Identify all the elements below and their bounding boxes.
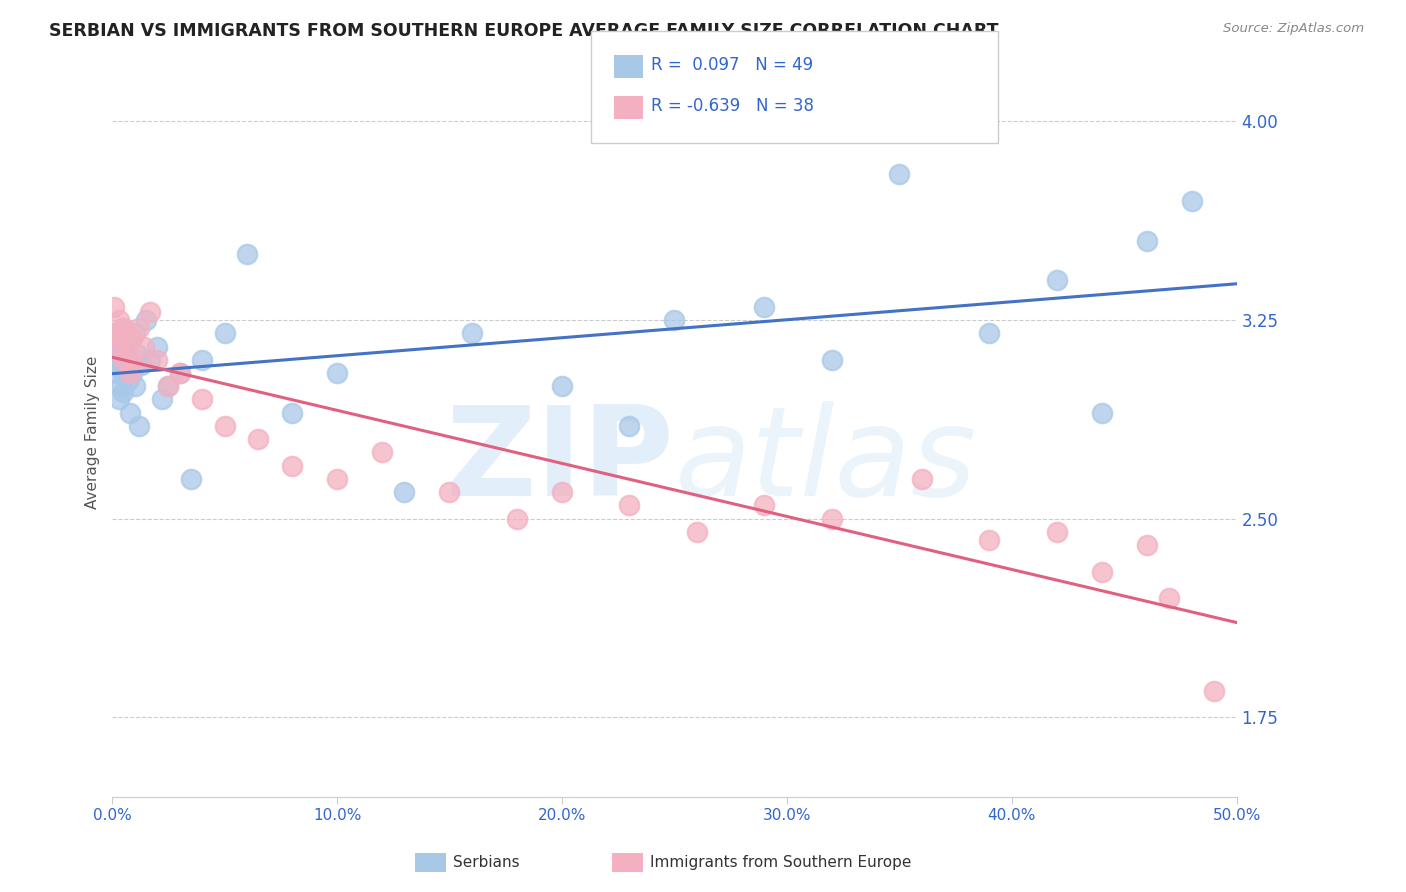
Point — [105, 326, 128, 341]
Point — [394, 485, 416, 500]
Point — [619, 419, 641, 434]
Point — [112, 321, 135, 335]
Point — [105, 366, 128, 380]
Point — [121, 332, 143, 346]
Point — [124, 379, 146, 393]
Point — [128, 321, 150, 335]
Text: SERBIAN VS IMMIGRANTS FROM SOUTHERN EUROPE AVERAGE FAMILY SIZE CORRELATION CHART: SERBIAN VS IMMIGRANTS FROM SOUTHERN EURO… — [49, 22, 998, 40]
Point — [1159, 591, 1181, 606]
Point — [146, 340, 169, 354]
Point — [371, 445, 394, 459]
Point — [114, 358, 136, 372]
Text: Source: ZipAtlas.com: Source: ZipAtlas.com — [1223, 22, 1364, 36]
Point — [117, 347, 139, 361]
Point — [150, 392, 173, 407]
Point — [214, 419, 236, 434]
Point — [157, 379, 180, 393]
Point — [110, 379, 132, 393]
Text: R =  0.097   N = 49: R = 0.097 N = 49 — [651, 56, 813, 74]
Point — [110, 332, 132, 346]
Text: Immigrants from Southern Europe: Immigrants from Southern Europe — [650, 855, 911, 870]
Point — [191, 352, 214, 367]
Point — [506, 511, 529, 525]
Text: atlas: atlas — [675, 401, 977, 522]
Point — [979, 533, 1001, 547]
Point — [180, 472, 202, 486]
Point — [169, 366, 191, 380]
Point — [112, 352, 135, 367]
Point — [108, 313, 131, 327]
Point — [131, 358, 153, 372]
Point — [911, 472, 934, 486]
Point — [120, 366, 142, 380]
Point — [112, 384, 135, 399]
Point — [135, 313, 157, 327]
Point — [125, 347, 148, 361]
Point — [103, 300, 125, 314]
Point — [108, 392, 131, 407]
Point — [754, 499, 776, 513]
Point — [169, 366, 191, 380]
Point — [214, 326, 236, 341]
Point — [326, 366, 349, 380]
Point — [191, 392, 214, 407]
Point — [281, 458, 304, 473]
Point — [754, 300, 776, 314]
Point — [1136, 538, 1159, 552]
Point — [979, 326, 1001, 341]
Point — [619, 499, 641, 513]
Point — [120, 406, 142, 420]
Point — [139, 352, 162, 367]
Point — [132, 340, 155, 354]
Point — [108, 340, 131, 354]
Point — [439, 485, 461, 500]
Text: Serbians: Serbians — [453, 855, 519, 870]
Point — [551, 485, 574, 500]
Point — [120, 332, 142, 346]
Point — [108, 340, 131, 354]
Point — [1091, 565, 1114, 579]
Y-axis label: Average Family Size: Average Family Size — [86, 356, 100, 509]
Point — [112, 366, 135, 380]
Point — [551, 379, 574, 393]
Point — [108, 358, 131, 372]
Point — [110, 347, 132, 361]
Point — [664, 313, 686, 327]
Point — [121, 366, 143, 380]
Point — [281, 406, 304, 420]
Point — [1046, 273, 1069, 287]
Point — [124, 358, 146, 372]
Point — [157, 379, 180, 393]
Point — [114, 326, 136, 341]
Point — [1091, 406, 1114, 420]
Point — [112, 321, 135, 335]
Point — [461, 326, 484, 341]
Point — [139, 305, 162, 319]
Point — [124, 326, 146, 341]
Point — [326, 472, 349, 486]
Point — [1181, 194, 1204, 208]
Point — [821, 511, 844, 525]
Point — [103, 352, 125, 367]
Point — [236, 247, 259, 261]
Point — [1046, 524, 1069, 539]
Point — [105, 326, 128, 341]
Point — [1204, 683, 1226, 698]
Text: R = -0.639   N = 38: R = -0.639 N = 38 — [651, 97, 814, 115]
Point — [821, 352, 844, 367]
Point — [247, 432, 270, 446]
Point — [686, 524, 709, 539]
Point — [889, 168, 911, 182]
Point — [110, 332, 132, 346]
Text: ZIP: ZIP — [446, 401, 675, 522]
Point — [128, 419, 150, 434]
Point — [114, 340, 136, 354]
Point — [146, 352, 169, 367]
Point — [117, 352, 139, 367]
Point — [1136, 234, 1159, 248]
Point — [117, 374, 139, 388]
